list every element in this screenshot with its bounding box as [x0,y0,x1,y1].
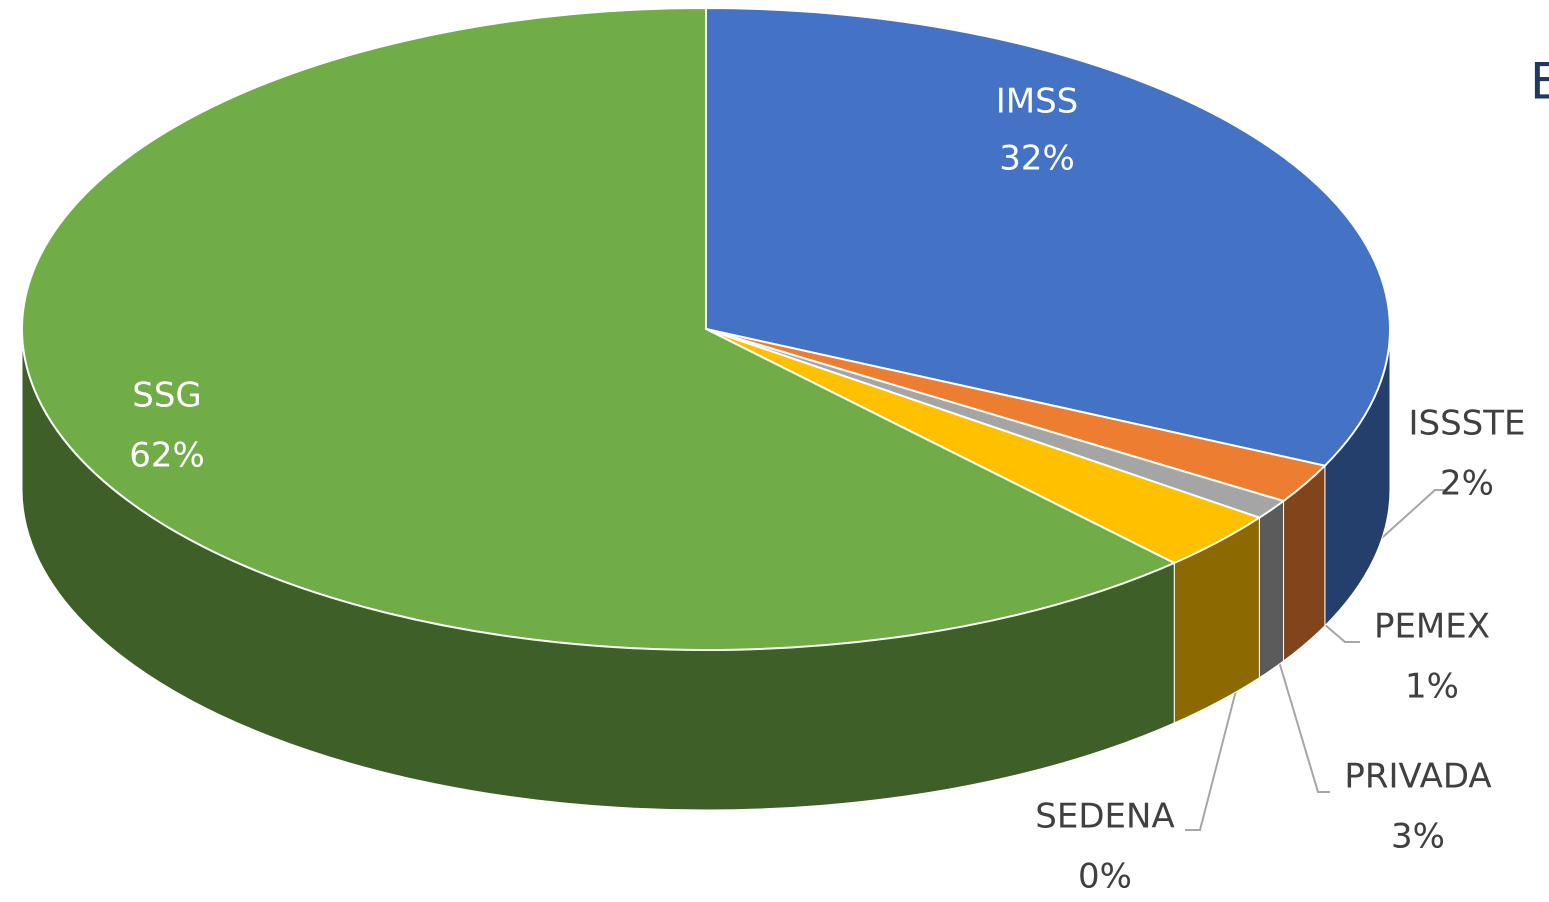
leader-line [1274,647,1330,793]
pie-side [1258,500,1285,679]
category-label: SEDENA [1035,797,1174,837]
pie-slice [21,6,1177,651]
value-label: 3% [1391,817,1445,857]
value-label: 62% [129,436,205,476]
category-label: IMSS [996,82,1079,122]
pie-slice [705,6,1391,467]
value-label: 32% [999,139,1075,179]
chart-title: E [1530,53,1549,111]
pie-sides [21,328,1391,811]
category-label: SSG [132,376,202,416]
category-label: PRIVADA [1344,757,1491,797]
leader-line [1185,674,1241,831]
value-label: 1% [1405,667,1459,707]
category-label: PEMEX [1374,607,1490,647]
category-label: ISSSTE [1408,404,1525,444]
pie-tops [21,6,1391,651]
value-label: 2% [1440,464,1494,504]
value-label: 0% [1078,857,1132,897]
